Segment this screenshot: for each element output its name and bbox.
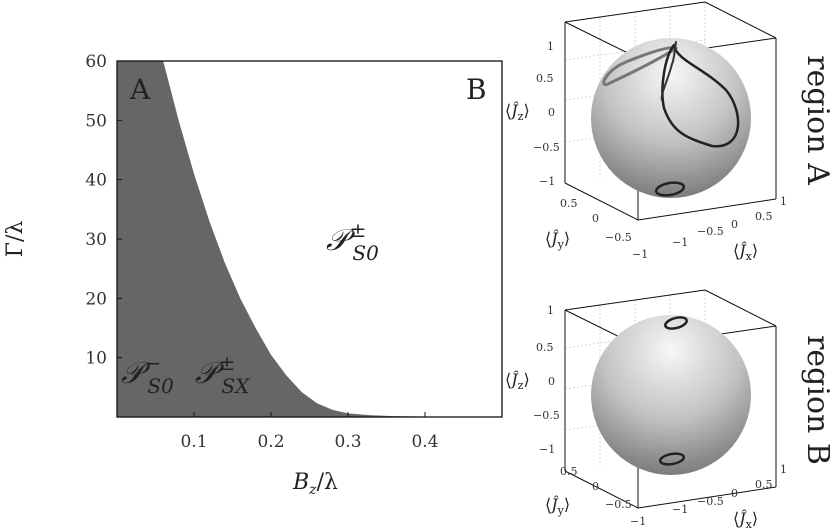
y-tick: −1 <box>632 248 648 261</box>
x-tick: 1 <box>780 195 787 208</box>
x-tick: 0.5 <box>755 210 773 223</box>
x-tick-label: 0.3 <box>334 432 361 452</box>
y-tick-label: 20 <box>85 289 107 309</box>
z-tick: −1 <box>539 443 555 456</box>
x-tick: 0 <box>731 487 738 500</box>
x-tick: −0.5 <box>697 495 724 508</box>
x-tick: −1 <box>672 236 688 249</box>
z-tick: 0.5 <box>536 341 554 354</box>
region-b-title: region B <box>800 335 830 465</box>
x-tick: 0.5 <box>755 478 773 491</box>
sphere-plot-region-b: 1 0.5 0 −0.5 −1 0.5 0 −0.5 −1 1 0.5 0 −0… <box>505 289 830 529</box>
x-tick: −0.5 <box>697 225 724 238</box>
z-tick: 1 <box>547 304 554 317</box>
y-tick: −0.5 <box>605 231 632 244</box>
y-tick: 0 <box>592 212 599 225</box>
y-tick-label: 50 <box>85 111 107 131</box>
x-axis-ticks: 0.1 0.2 0.3 0.4 <box>180 412 439 452</box>
z-tick: −1 <box>539 175 555 188</box>
y-tick-label: 30 <box>85 230 107 250</box>
corner-label-a: A <box>129 73 151 106</box>
jy-axis-label: ⟨Ĵy⟩ <box>545 229 570 251</box>
x-tick-label: 0.2 <box>257 432 284 452</box>
jx-axis-label: ⟨Ĵx⟩ <box>733 509 758 529</box>
corner-label-b: B <box>466 73 487 106</box>
z-tick: 0.5 <box>536 72 554 85</box>
tick-labels: 1 0.5 0 −0.5 −1 0.5 0 −0.5 −1 1 0.5 0 −0… <box>533 40 787 261</box>
y-tick-label: 40 <box>85 171 107 191</box>
jz-axis-label: ⟨Ĵz⟩ <box>505 101 530 123</box>
y-tick-label: 10 <box>85 349 107 369</box>
y-axis-ticks: 10 20 30 40 50 60 <box>85 52 122 369</box>
jz-axis-label: ⟨Ĵz⟩ <box>505 370 530 392</box>
y-tick: 0.5 <box>560 465 578 478</box>
z-tick: 0 <box>548 375 555 388</box>
bloch-sphere <box>591 38 751 198</box>
gray-region-area <box>117 61 502 417</box>
sphere-plot-region-a: 1 0.5 0 −0.5 −1 0.5 0 −0.5 −1 1 0.5 0 −0… <box>505 1 830 263</box>
trajectory <box>602 41 740 197</box>
x-tick: 0 <box>731 218 738 231</box>
z-tick: 0 <box>548 106 555 119</box>
tick-labels: 1 0.5 0 −0.5 −1 0.5 0 −0.5 −1 1 0.5 0 −0… <box>533 304 787 528</box>
x-tick: 1 <box>780 463 787 476</box>
jx-axis-label: ⟨Ĵx⟩ <box>733 241 758 263</box>
x-tick-label: 0.4 <box>411 432 438 452</box>
y-tick: −1 <box>630 515 646 528</box>
region-a-title: region A <box>800 55 830 185</box>
jy-axis-label: ⟨Ĵy⟩ <box>545 495 570 517</box>
y-tick: 0.5 <box>560 197 578 210</box>
z-tick: 1 <box>547 40 554 53</box>
y-axis-label: Γ/λ <box>3 221 28 258</box>
x-tick: −1 <box>672 503 688 516</box>
y-tick-label: 60 <box>85 52 107 72</box>
x-axis-label: Bz/λ <box>292 470 338 498</box>
trajectory <box>658 316 688 466</box>
z-tick: −0.5 <box>533 409 560 422</box>
x-tick-label: 0.1 <box>180 432 207 452</box>
z-tick: −0.5 <box>533 141 560 154</box>
y-tick: 0 <box>592 480 599 493</box>
y-tick: −0.5 <box>605 498 632 511</box>
bloch-sphere <box>591 315 751 475</box>
